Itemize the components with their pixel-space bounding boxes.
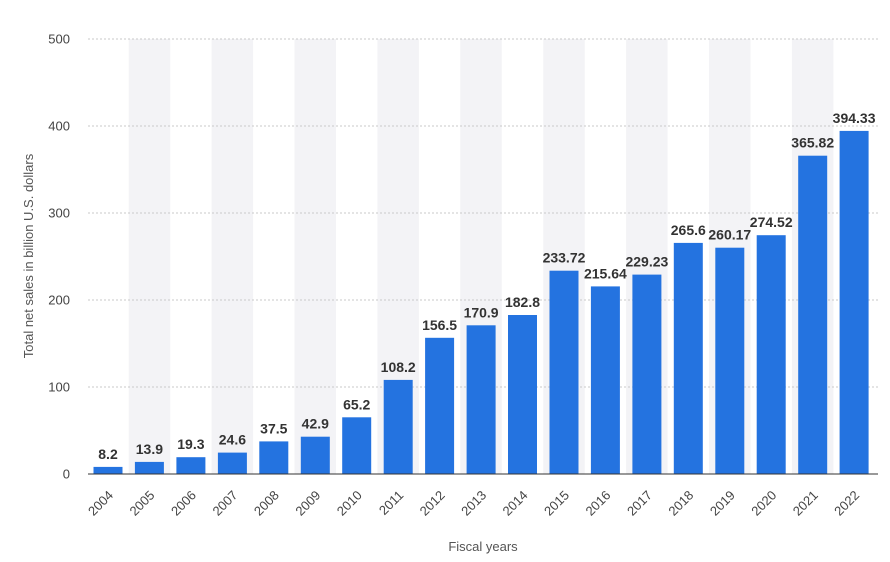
bar-2014[interactable] — [508, 315, 537, 474]
x-tick-label: 2006 — [168, 488, 199, 519]
bar-2010[interactable] — [342, 417, 372, 474]
y-tick-label: 100 — [48, 380, 70, 395]
x-tick-label: 2014 — [500, 488, 531, 519]
background-band — [128, 39, 171, 474]
x-tick-label: 2020 — [748, 488, 779, 519]
value-label: 215.64 — [584, 265, 627, 281]
value-label: 233.72 — [543, 250, 586, 266]
bar-2009[interactable] — [300, 436, 330, 474]
x-tick-label: 2015 — [541, 488, 572, 519]
value-label: 182.8 — [505, 294, 540, 310]
value-label: 13.9 — [136, 441, 163, 457]
bar-2006[interactable] — [176, 457, 206, 474]
y-tick-label: 200 — [48, 293, 70, 308]
value-label: 229.23 — [625, 254, 668, 270]
bars — [93, 130, 869, 474]
y-tick-label: 0 — [63, 467, 70, 482]
x-tick-label: 2011 — [376, 488, 406, 518]
x-axis-title: Fiscal years — [448, 539, 518, 554]
x-tick-label: 2010 — [334, 488, 365, 519]
bar-2022[interactable] — [839, 130, 869, 474]
value-label: 394.33 — [833, 110, 876, 126]
y-axis-title: Total net sales in billion U.S. dollars — [21, 153, 36, 358]
bar-2017[interactable] — [632, 274, 662, 474]
x-tick-label: 2017 — [624, 488, 655, 519]
value-label: 265.6 — [671, 222, 706, 238]
y-axis-ticks: 0 100 200 300 400 500 — [48, 32, 70, 482]
bar-2016[interactable] — [590, 286, 620, 474]
value-label: 24.6 — [219, 432, 246, 448]
value-labels: 8.2 13.9 19.3 24.6 37.5 42.9 65.2 108.2 156.5 170… — [98, 110, 875, 462]
bar-2021[interactable] — [798, 155, 828, 474]
y-tick-label: 300 — [48, 206, 70, 221]
value-label: 170.9 — [464, 304, 499, 320]
bar-2005[interactable] — [134, 461, 164, 474]
value-label: 42.9 — [302, 416, 329, 432]
bar-2007[interactable] — [217, 452, 247, 474]
bar-2013[interactable] — [466, 325, 496, 474]
value-label: 65.2 — [343, 396, 370, 412]
x-tick-label: 2016 — [582, 488, 613, 519]
x-tick-label: 2021 — [790, 488, 821, 519]
x-tick-label: 2013 — [458, 488, 489, 519]
x-axis-ticks: 2004 2005 2006 2007 2008 2009 2010 2011 2012 2013… — [85, 488, 862, 519]
value-label: 19.3 — [177, 436, 204, 452]
x-tick-label: 2022 — [831, 488, 862, 519]
x-tick-label: 2012 — [417, 488, 448, 519]
bar-2018[interactable] — [673, 242, 703, 474]
value-label: 260.17 — [708, 227, 751, 243]
value-label: 8.2 — [98, 446, 118, 462]
x-tick-label: 2007 — [209, 488, 240, 519]
x-tick-label: 2018 — [665, 488, 696, 519]
bar-2008[interactable] — [259, 441, 289, 474]
value-label: 274.52 — [750, 214, 793, 230]
background-band — [294, 39, 336, 474]
bar-2012[interactable] — [425, 337, 455, 474]
background-band — [211, 39, 254, 474]
x-tick-label: 2008 — [251, 488, 282, 519]
bar-2011[interactable] — [383, 379, 413, 474]
x-tick-label: 2019 — [707, 488, 738, 519]
y-tick-label: 400 — [48, 119, 70, 134]
value-label: 37.5 — [260, 420, 287, 436]
x-tick-label: 2009 — [292, 488, 323, 519]
value-label: 365.82 — [791, 135, 834, 151]
y-tick-label: 500 — [48, 32, 70, 47]
bar-2019[interactable] — [715, 247, 745, 474]
bar-2015[interactable] — [549, 270, 579, 474]
value-label: 156.5 — [422, 317, 457, 333]
bar-2004[interactable] — [93, 466, 123, 474]
value-label: 108.2 — [381, 359, 416, 375]
bar-2020[interactable] — [756, 235, 786, 474]
x-tick-label: 2005 — [126, 488, 157, 519]
x-tick-label: 2004 — [85, 488, 116, 519]
